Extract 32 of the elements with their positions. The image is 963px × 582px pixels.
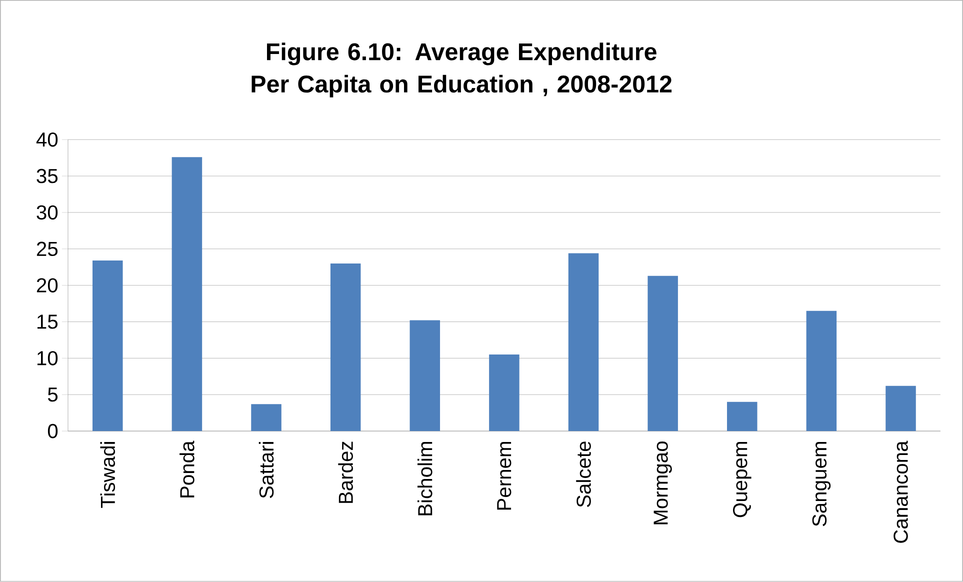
bar bbox=[330, 264, 361, 432]
y-tick-label: 15 bbox=[37, 314, 58, 329]
bar bbox=[251, 404, 282, 432]
x-tick-label: Tiswadi bbox=[100, 442, 116, 508]
bar bbox=[806, 310, 837, 432]
x-tick-label: Mormgao bbox=[654, 442, 672, 524]
y-tick-label: 10 bbox=[37, 351, 58, 366]
y-tick-label: 35 bbox=[36, 169, 58, 184]
bar bbox=[568, 253, 599, 432]
x-tick-label: Bicholim bbox=[417, 442, 432, 516]
bar bbox=[886, 386, 916, 432]
bar bbox=[648, 276, 678, 432]
x-tick-label: Salcete bbox=[576, 442, 591, 508]
bar bbox=[727, 402, 758, 432]
y-tick-label: 0 bbox=[48, 424, 58, 438]
bar bbox=[410, 320, 440, 432]
x-tick-label: Canancona bbox=[894, 440, 908, 543]
bar bbox=[172, 157, 202, 432]
x-tick-label: Ponda bbox=[180, 440, 194, 498]
bar bbox=[489, 354, 520, 432]
x-tick-label: Quepem bbox=[733, 442, 752, 518]
y-tick-label: 5 bbox=[48, 388, 58, 402]
x-tick-label: Sanguem bbox=[812, 442, 831, 526]
y-tick-label: 20 bbox=[36, 278, 58, 293]
y-tick-label: 30 bbox=[36, 205, 58, 220]
chart-title: Figure 6.10: Average Expenditure Per Capita on Education , 2008-2012 bbox=[252, 42, 672, 98]
y-tick-label: 25 bbox=[36, 242, 58, 256]
y-tick-label: 40 bbox=[36, 132, 58, 147]
bar bbox=[92, 260, 123, 432]
x-tick-label: Pernem bbox=[497, 442, 512, 510]
x-tick-label: Bardez bbox=[338, 442, 353, 504]
x-tick-label: Sattari bbox=[258, 442, 274, 498]
